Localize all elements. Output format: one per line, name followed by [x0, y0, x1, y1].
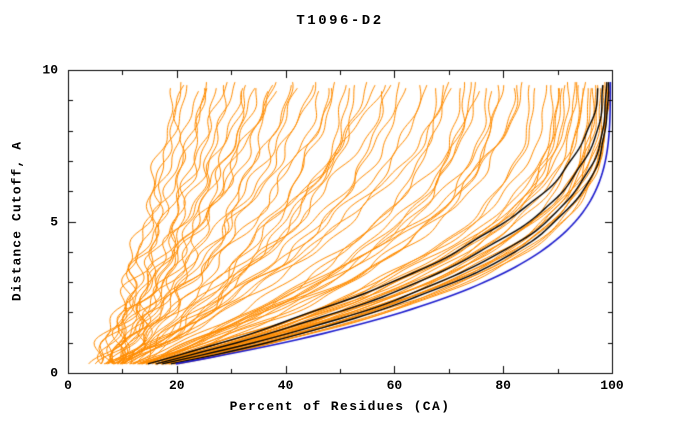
x-tick-label: 100 [600, 378, 624, 393]
y-axis-label: Distance Cutoff, A [9, 140, 25, 302]
x-tick-label: 80 [495, 378, 511, 393]
x-tick-label: 60 [386, 378, 403, 393]
chart-title: T1096-D2 [296, 13, 384, 29]
y-tick-label: 10 [42, 62, 58, 78]
x-tick-label: 40 [277, 378, 294, 393]
y-tick-label: 5 [50, 214, 58, 229]
y-tick-label: 0 [50, 365, 58, 381]
x-tick-label: 20 [168, 378, 185, 393]
x-axis-label: Percent of Residues (CA) [229, 399, 451, 414]
x-tick-label: 0 [64, 378, 72, 393]
